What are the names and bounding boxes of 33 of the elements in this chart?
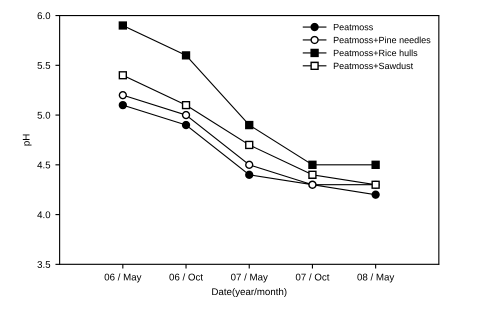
y-tick-label: 6.0 xyxy=(38,12,50,20)
point xyxy=(308,160,317,169)
point xyxy=(182,51,190,60)
point xyxy=(371,160,380,169)
legend-label: Peatmoss+Rice hulls xyxy=(334,50,418,56)
y-tick-label: 5.0 xyxy=(37,112,50,119)
x-tick-label: 07 / May xyxy=(230,273,268,282)
point xyxy=(118,91,127,100)
legend-label: Peatmoss+Pine needles xyxy=(334,36,430,44)
x-axis-title: Date(year/month) xyxy=(212,288,286,298)
y-axis-title: pH xyxy=(22,134,32,146)
point xyxy=(245,170,254,179)
x-tick-label: 06 / Oct xyxy=(169,273,203,281)
point xyxy=(245,160,254,169)
point xyxy=(182,110,190,120)
y-tick-label: 3.5 xyxy=(37,261,50,268)
y-tick-label: 4.0 xyxy=(37,211,50,218)
point xyxy=(245,140,254,150)
point xyxy=(245,120,254,130)
legend-label: Peatmoss+Sawdust xyxy=(334,62,414,70)
x-tick-label: 08 / May xyxy=(357,273,394,282)
y-tick-label: 5.5 xyxy=(37,62,50,69)
point xyxy=(371,190,380,199)
point xyxy=(118,100,127,110)
x-tick-label: 06 / May xyxy=(104,273,142,282)
y-tick-label: 4.5 xyxy=(37,162,50,168)
point xyxy=(308,170,317,179)
point xyxy=(182,120,190,130)
x-tick-label: 07 / Oct xyxy=(296,273,330,281)
point xyxy=(118,71,127,80)
point xyxy=(118,21,127,30)
legend-label: Peatmoss xyxy=(334,24,373,30)
point xyxy=(182,100,190,110)
